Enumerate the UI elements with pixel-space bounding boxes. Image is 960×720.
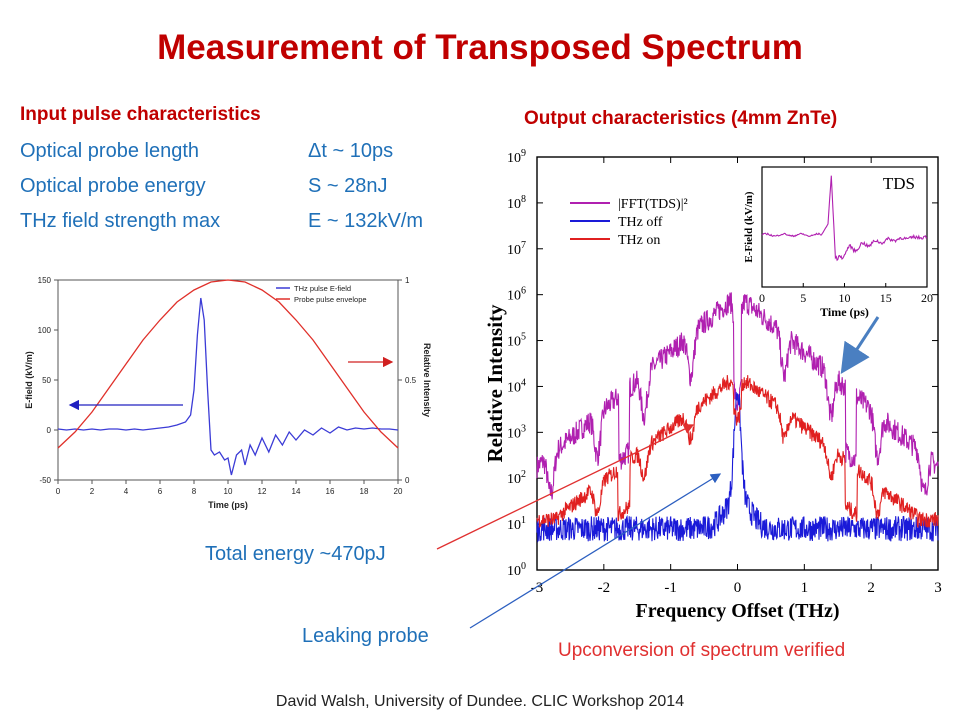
param-label: Optical probe energy (20, 175, 206, 197)
x-tick-label: 8 (192, 487, 197, 496)
legend-entry: THz off (618, 215, 663, 230)
x-axis-label: Time (ps) (208, 500, 248, 510)
y-tick-label: 109 (507, 148, 526, 166)
x-tick-label: 18 (360, 487, 369, 496)
inset-series-line (761, 175, 928, 262)
x-tick-label: -3 (531, 580, 544, 596)
y2-tick-label: 0.5 (405, 376, 417, 385)
y-axis-label: Relative Intensity (483, 304, 507, 463)
y-axis-label: E-field (kV/m) (24, 351, 34, 409)
param-row: THz field strength max E ~ 132kV/m (20, 210, 480, 240)
inset-x-tick-label: 0 (759, 291, 765, 305)
x-tick-label: 14 (292, 487, 301, 496)
y-tick-label: 101 (507, 515, 526, 533)
param-value: Δt ~ 10ps (308, 140, 394, 162)
series-line (57, 297, 399, 476)
inset-arrow (840, 316, 880, 375)
inset-title: TDS (883, 174, 915, 193)
x-tick-label: 3 (934, 580, 942, 596)
x-tick-label: 0 (734, 580, 742, 596)
y-tick-label: -50 (39, 476, 51, 485)
verified-label: Upconversion of spectrum verified (558, 640, 846, 661)
series-line (536, 392, 939, 543)
y2-tick-label: 0 (405, 476, 410, 485)
inset-frame (761, 166, 928, 288)
series-line (536, 292, 939, 500)
y-tick-label: 102 (507, 469, 526, 487)
energy-arrow (436, 424, 695, 550)
leaking-probe-label: Leaking probe (302, 625, 429, 647)
inset-x-axis-label: Time (ps) (820, 305, 869, 319)
y-tick-label: 107 (507, 240, 526, 258)
x-tick-label: 1 (801, 580, 809, 596)
x-tick-label: 16 (326, 487, 335, 496)
y-tick-label: 150 (38, 276, 52, 285)
leaking-probe-arrow (469, 473, 722, 629)
y-tick-label: 104 (507, 377, 526, 395)
x-tick-label: -2 (598, 580, 611, 596)
y2-tick-label: 1 (405, 276, 410, 285)
slide-title: Measurement of Transposed Spectrum (157, 28, 803, 67)
legend-entry: THz on (618, 233, 660, 248)
inset-x-tick-label: 10 (839, 291, 851, 305)
x-tick-label: 2 (90, 487, 95, 496)
y-tick-label: 100 (38, 326, 52, 335)
inset-x-tick-label: 5 (800, 291, 806, 305)
y-tick-label: 106 (507, 286, 526, 304)
output-heading: Output characteristics (4mm ZnTe) (524, 108, 838, 129)
param-value: E ~ 132kV/m (308, 210, 424, 232)
x-tick-label: -1 (664, 580, 677, 596)
x-tick-label: 0 (56, 487, 61, 496)
input-heading: Input pulse characteristics (20, 104, 261, 125)
y-tick-label: 105 (507, 332, 526, 350)
y-tick-label: 50 (42, 376, 51, 385)
x-tick-label: 2 (867, 580, 875, 596)
x-tick-label: 6 (158, 487, 163, 496)
x-tick-label: 12 (258, 487, 267, 496)
inset-x-tick-label: 20 (921, 291, 933, 305)
x-tick-label: 4 (124, 487, 129, 496)
param-value: S ~ 28nJ (308, 175, 388, 197)
x-tick-label: 10 (224, 487, 233, 496)
y-tick-label: 108 (507, 194, 526, 212)
legend-entry: Probe pulse envelope (294, 295, 367, 304)
y2-axis-label: Relative Intensity (422, 343, 432, 417)
param-row: Optical probe length Δt ~ 10ps (20, 140, 480, 170)
inset-x-tick-label: 15 (880, 291, 892, 305)
x-tick-label: 20 (394, 487, 403, 496)
param-label: Optical probe length (20, 140, 200, 162)
x-axis-label: Frequency Offset (THz) (635, 600, 839, 622)
y-tick-label: 0 (47, 426, 52, 435)
footer: David Walsh, University of Dundee. CLIC … (275, 693, 685, 710)
series-line (57, 279, 399, 449)
legend-entry: |FFT(TDS)|² (618, 197, 688, 212)
param-row: Optical probe energy S ~ 28nJ (20, 175, 480, 205)
inset-y-axis-label: E-Field (kV/m) (743, 191, 755, 263)
param-label: THz field strength max (20, 210, 221, 232)
y-tick-label: 103 (507, 423, 526, 441)
y-tick-label: 100 (507, 561, 526, 579)
thz-pulse-chart: 0 2 4 6 8 10 12 14 16 18 20 -50 0 50 100 150 0 0.5 1 Time (… (24, 276, 432, 510)
legend-entry: THz pulse E-field (294, 284, 351, 293)
series-line (536, 375, 939, 529)
total-energy-label: Total energy ~470pJ (205, 543, 386, 565)
